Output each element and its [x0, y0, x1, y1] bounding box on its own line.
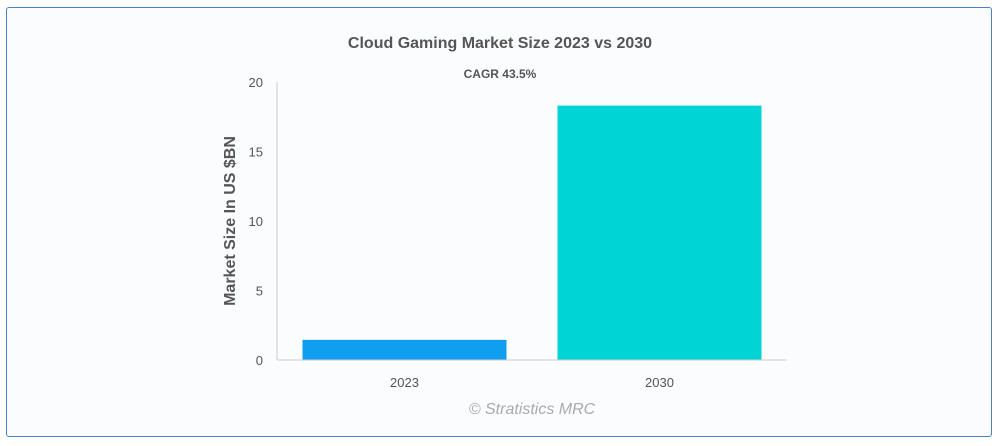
chart-subtitle: CAGR 43.5%	[464, 67, 537, 81]
y-tick-label: 15	[249, 145, 263, 160]
bars	[302, 105, 762, 360]
y-axis: 0 5 10 15 20	[249, 75, 278, 368]
chart-frame	[6, 7, 992, 437]
bar-2030	[557, 105, 762, 360]
watermark: © Stratistics MRC	[469, 401, 596, 418]
bar-2023	[302, 339, 507, 360]
y-tick-label: 0	[256, 353, 263, 368]
x-tick-label: 2030	[645, 375, 674, 390]
y-tick-label: 5	[256, 284, 263, 299]
x-axis: 2023 2030	[277, 359, 787, 390]
y-axis-label: Market Size In US $BN	[222, 136, 239, 306]
chart-title: Cloud Gaming Market Size 2023 vs 2030	[348, 35, 652, 52]
y-tick-label: 20	[249, 75, 263, 90]
y-tick-label: 10	[249, 214, 263, 229]
x-tick-label: 2023	[390, 375, 419, 390]
